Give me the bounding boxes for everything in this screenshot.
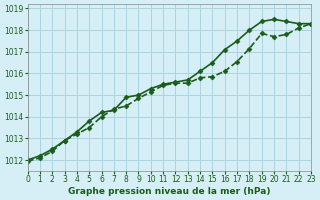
X-axis label: Graphe pression niveau de la mer (hPa): Graphe pression niveau de la mer (hPa) — [68, 187, 270, 196]
